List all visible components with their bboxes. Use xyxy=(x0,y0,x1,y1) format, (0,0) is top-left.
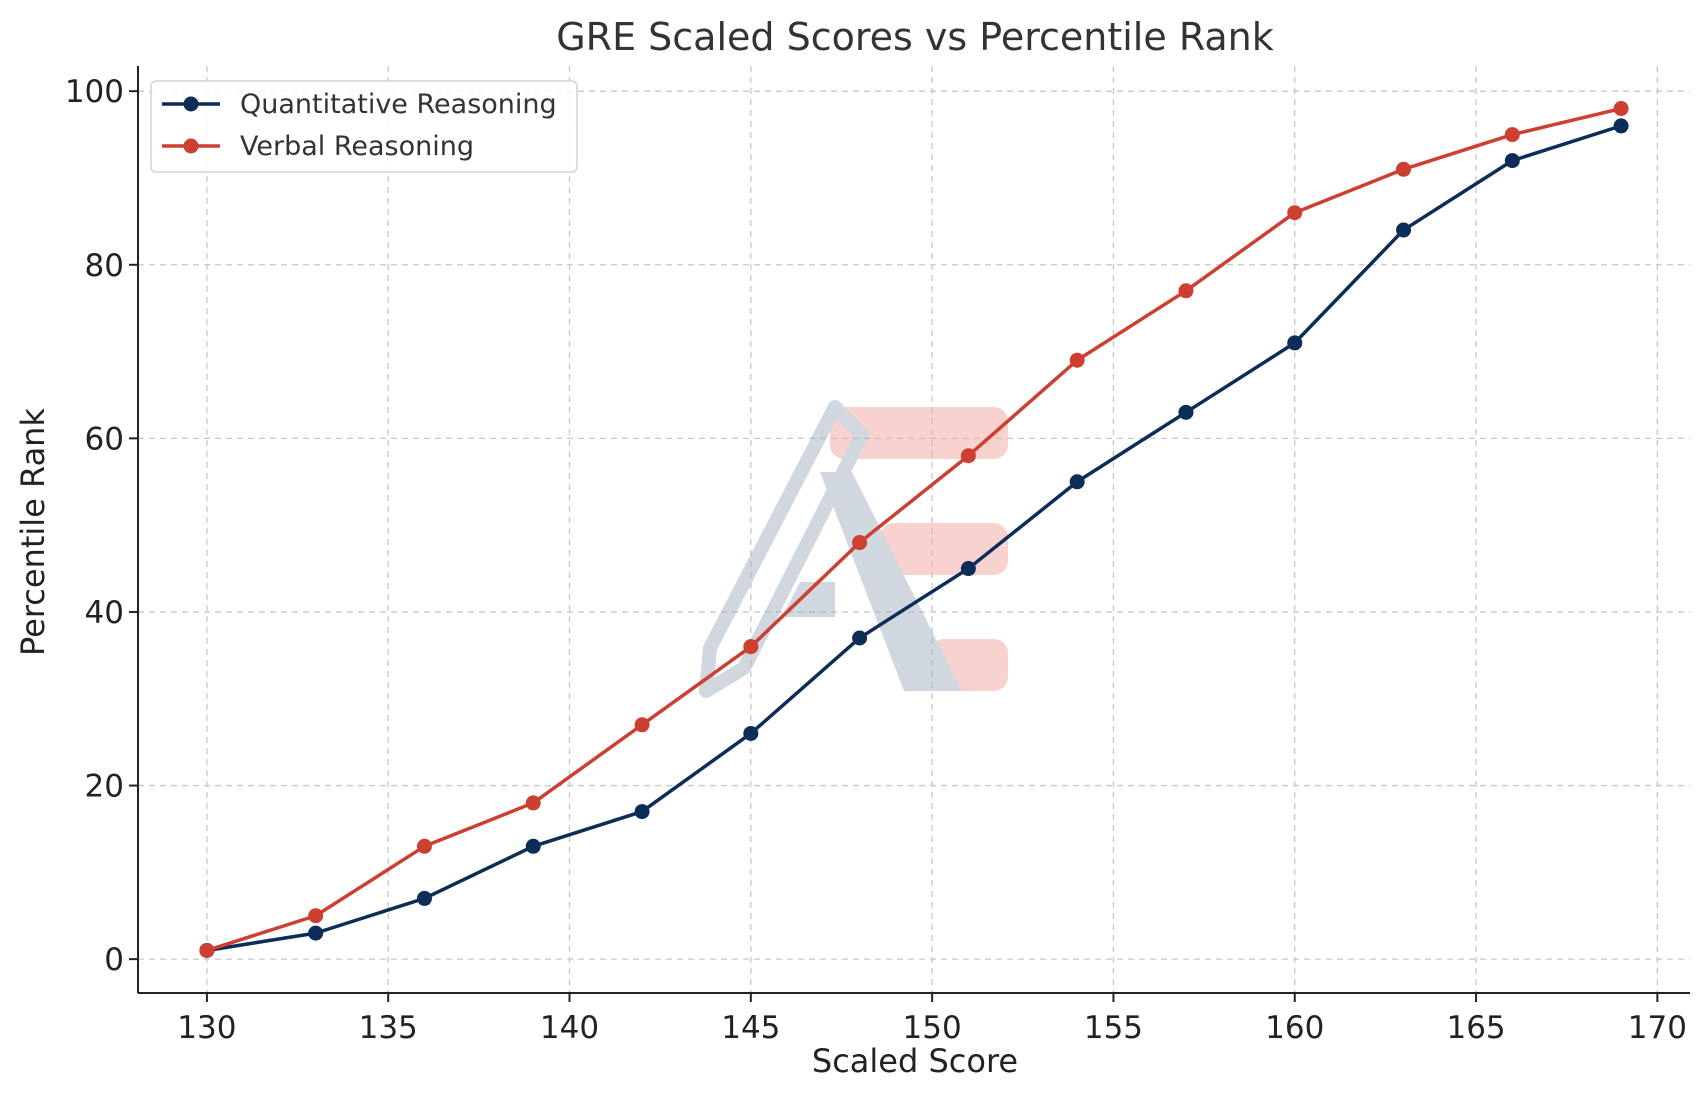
data-point-quantitative-151 xyxy=(960,561,976,577)
data-point-verbal-157 xyxy=(1178,283,1194,299)
x-tick-label-150: 150 xyxy=(903,1010,962,1046)
data-point-verbal-160 xyxy=(1287,205,1303,221)
x-tick-label-160: 160 xyxy=(1265,1010,1324,1046)
x-tick-label-140: 140 xyxy=(540,1010,599,1046)
data-point-quantitative-142 xyxy=(634,804,650,820)
data-point-verbal-169 xyxy=(1613,101,1629,117)
data-point-quantitative-169 xyxy=(1613,118,1629,134)
y-tick-label-60: 60 xyxy=(85,421,124,457)
x-tick-label-170: 170 xyxy=(1628,1010,1687,1046)
data-point-verbal-142 xyxy=(634,717,650,733)
data-point-quantitative-139 xyxy=(525,838,541,854)
data-point-quantitative-148 xyxy=(852,630,868,646)
x-tick-label-130: 130 xyxy=(177,1010,236,1046)
y-tick-label-80: 80 xyxy=(85,248,124,284)
data-point-verbal-133 xyxy=(308,908,324,924)
legend-marker-verbal xyxy=(183,138,199,154)
data-point-quantitative-166 xyxy=(1504,153,1520,169)
y-axis-ticks: 0 20 40 60 80 100 xyxy=(65,74,138,978)
data-point-verbal-139 xyxy=(525,795,541,811)
data-point-quantitative-157 xyxy=(1178,404,1194,420)
series-line-quantitative xyxy=(205,124,1623,953)
data-point-quantitative-133 xyxy=(308,925,324,941)
legend-label-verbal: Verbal Reasoning xyxy=(240,131,474,162)
data-point-verbal-145 xyxy=(743,639,759,655)
axes xyxy=(137,66,1690,994)
data-point-verbal-130 xyxy=(199,942,215,958)
legend-label-quantitative: Quantitative Reasoning xyxy=(240,89,557,120)
series-verbal xyxy=(199,101,1629,958)
x-tick-label-155: 155 xyxy=(1084,1010,1143,1046)
data-point-quantitative-145 xyxy=(743,725,759,741)
legend-item-quantitative: Quantitative Reasoning xyxy=(162,89,557,120)
data-point-quantitative-136 xyxy=(416,890,432,906)
y-tick-label-20: 20 xyxy=(85,769,124,805)
legend: Quantitative Reasoning Verbal Reasoning xyxy=(150,80,578,173)
data-point-verbal-154 xyxy=(1069,352,1085,368)
series-line-verbal xyxy=(205,106,1623,953)
legend-item-verbal: Verbal Reasoning xyxy=(162,131,474,162)
data-point-verbal-151 xyxy=(960,448,976,464)
y-tick-label-40: 40 xyxy=(85,595,124,631)
watermark-crossbar xyxy=(782,582,835,617)
watermark-bar-top xyxy=(830,407,1008,459)
x-axis-label: Scaled Score xyxy=(812,1042,1018,1080)
x-tick-label-145: 145 xyxy=(721,1010,780,1046)
watermark-pencil xyxy=(699,400,869,698)
legend-box xyxy=(150,80,578,173)
y-tick-label-100: 100 xyxy=(65,74,124,110)
data-point-verbal-166 xyxy=(1504,127,1520,143)
data-point-quantitative-163 xyxy=(1396,222,1412,238)
x-tick-label-165: 165 xyxy=(1446,1010,1505,1046)
y-axis-label: Percentile Rank xyxy=(14,408,52,656)
legend-marker-quantitative xyxy=(183,96,199,112)
x-axis-ticks: 130 135 140 145 150 155 160 165 170 xyxy=(177,993,1687,1046)
data-point-verbal-136 xyxy=(416,838,432,854)
chart-title: GRE Scaled Scores vs Percentile Rank xyxy=(556,15,1274,59)
x-tick-label-135: 135 xyxy=(359,1010,418,1046)
y-tick-label-0: 0 xyxy=(104,942,124,978)
data-point-verbal-163 xyxy=(1396,161,1412,177)
watermark-diagonal xyxy=(820,472,962,691)
data-point-verbal-148 xyxy=(852,535,868,551)
watermark-logo xyxy=(699,400,1008,698)
data-point-quantitative-154 xyxy=(1069,474,1085,490)
series xyxy=(199,101,1629,958)
data-point-quantitative-160 xyxy=(1287,335,1303,351)
